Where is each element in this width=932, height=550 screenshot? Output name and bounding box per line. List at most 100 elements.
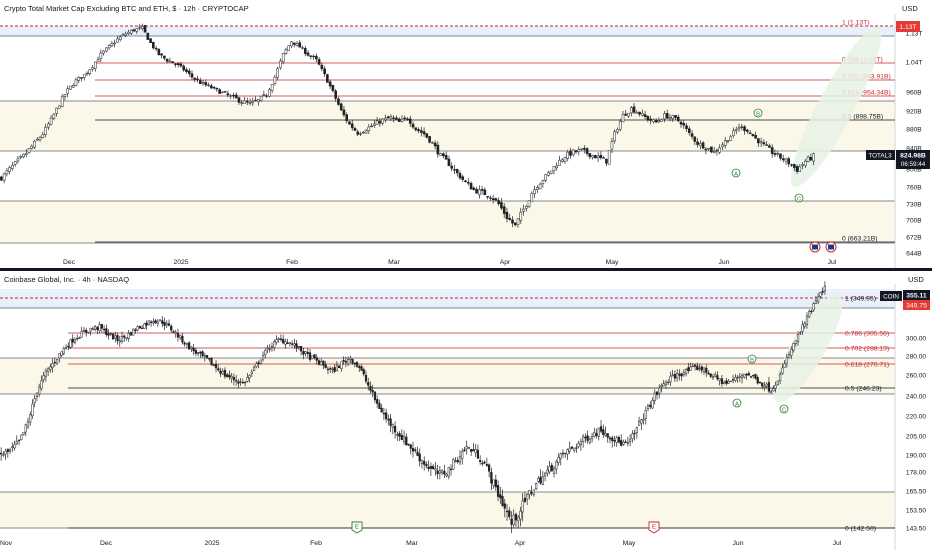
bot-candle: [539, 476, 542, 484]
top-candle: [30, 145, 34, 149]
bot-candle: [779, 373, 782, 381]
bot-candle: [326, 368, 330, 371]
bottom-ticker-tag[interactable]: [880, 291, 902, 301]
bottom-y-tick: 190.00: [906, 453, 927, 460]
bot-candle: [577, 443, 580, 447]
bot-candle: [693, 364, 697, 367]
bot-candle: [734, 377, 737, 381]
top-candle: [792, 164, 796, 168]
top-price-tag[interactable]: [896, 150, 930, 169]
bot-candle: [33, 398, 36, 403]
bottom-price-tag[interactable]: [903, 290, 930, 300]
top-candle: [381, 118, 384, 124]
bot-candle: [642, 418, 645, 421]
bot-candle: [481, 462, 484, 465]
top-candle: [522, 208, 525, 212]
bot-candle: [147, 320, 150, 325]
bot-candle: [369, 385, 372, 391]
top-fib-label: 0.5 (898.75B): [842, 114, 883, 121]
bot-candle: [143, 323, 146, 329]
top-candle: [47, 123, 50, 128]
bot-candle: [740, 375, 744, 379]
bot-candle: [631, 433, 634, 440]
top-candle: [201, 82, 205, 84]
top-candle: [210, 85, 213, 89]
top-candle: [66, 88, 69, 94]
top-candle: [301, 47, 304, 49]
bot-candle: [599, 426, 603, 432]
bot-candle: [620, 440, 623, 446]
bot-candle: [49, 366, 52, 370]
pane-divider[interactable]: [0, 268, 932, 271]
top-candle: [674, 115, 677, 118]
bot-candle: [590, 436, 594, 439]
top-candle: [654, 120, 658, 123]
top-candle: [143, 25, 147, 33]
bot-candle: [400, 434, 403, 441]
top-y-axis[interactable]: 1.13T 1.04T 960B 920B 880B 840B 800B 760B 730B 70…: [906, 31, 923, 258]
top-y-tick: 730B: [906, 202, 922, 209]
bot-candle: [111, 333, 115, 340]
bot-candle: [519, 510, 522, 520]
bot-candle: [535, 483, 538, 490]
bot-candle: [170, 325, 173, 331]
bot-candle: [615, 437, 618, 443]
top-candle: [348, 121, 351, 125]
bottom-x-axis[interactable]: Nov Dec 2025 Feb Mar Apr May Jun Jul: [0, 540, 842, 547]
bot-candle: [736, 376, 739, 379]
top-candle: [718, 147, 721, 153]
bot-candle: [69, 339, 72, 348]
bot-candle: [181, 335, 184, 343]
bot-candle: [154, 320, 157, 323]
top-candle: [508, 218, 512, 220]
bot-candle: [277, 338, 280, 340]
top-candle: [270, 84, 274, 91]
top-candle: [187, 70, 191, 74]
top-candle: [124, 33, 128, 36]
event-marker[interactable]: [351, 521, 363, 534]
bot-candle: [80, 330, 83, 338]
bottom-y-axis[interactable]: 300.00 280.00 260.00 240.00 220.00 205.00 190.…: [906, 336, 927, 533]
top-candle: [94, 61, 97, 69]
top-candle: [370, 125, 373, 128]
bot-candle: [479, 460, 482, 462]
bottom-x-tick: Apr: [515, 540, 526, 547]
bot-candle: [0, 452, 3, 455]
bot-candle: [76, 337, 79, 340]
bot-candle: [47, 368, 50, 372]
bottom-x-tick: Jul: [833, 540, 842, 547]
top-candle: [55, 107, 58, 114]
top-y-tick: 840B: [906, 146, 922, 153]
top-candle: [52, 114, 56, 119]
top-candle: [428, 136, 431, 143]
bot-candle: [637, 421, 641, 426]
bot-candle: [521, 500, 524, 513]
bot-candle: [492, 479, 495, 486]
top-wave-label: B: [756, 111, 760, 117]
top-candle: [334, 90, 337, 99]
top-ticker-tag[interactable]: [866, 150, 895, 160]
bot-candle: [812, 303, 815, 311]
bot-candle: [781, 367, 784, 374]
top-candle: [425, 133, 429, 138]
top-candle: [323, 68, 326, 75]
top-pane[interactable]: 1 (1.13T)0.786 (1.03T)0.702 (993.91B)0.6…: [0, 4, 930, 268]
bottom-pane[interactable]: 1 (349.95) 0.786 (305.56) 0.702 (288.13) 0.…: [0, 275, 930, 550]
top-x-axis[interactable]: Dec 2025 Feb Mar Apr May Jun Jul: [63, 259, 837, 266]
bot-candle: [808, 311, 811, 318]
bot-candle: [317, 360, 321, 365]
top-candle: [74, 79, 78, 86]
bot-candle: [255, 363, 258, 367]
bottom-y-tick: 240.00: [906, 394, 927, 401]
bot-candle: [714, 374, 717, 377]
top-price-tag-1-13t[interactable]: [896, 21, 920, 32]
bottom-x-tick: May: [623, 540, 636, 547]
event-marker[interactable]: [648, 521, 660, 534]
top-candle: [24, 153, 28, 156]
top-candle: [693, 136, 697, 142]
bot-candle: [295, 343, 298, 349]
top-candle: [132, 29, 136, 32]
bottom-y-tick: 143.50: [906, 526, 927, 533]
bottom-price-tag-2[interactable]: [903, 300, 930, 310]
